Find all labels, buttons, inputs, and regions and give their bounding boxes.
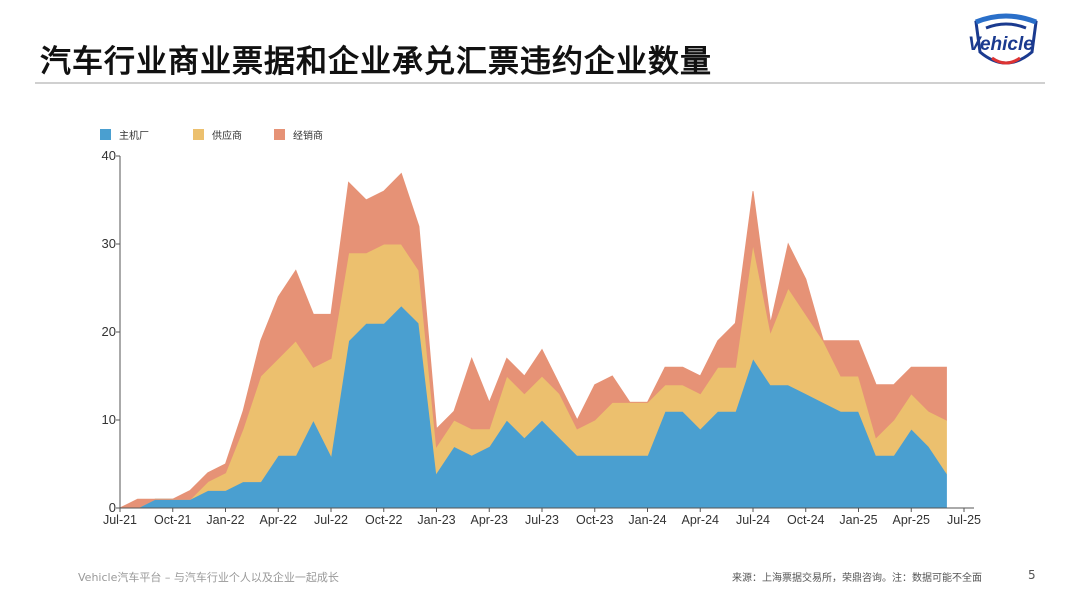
y-tick-label: 40: [102, 148, 116, 163]
y-tick-label: 0: [109, 500, 116, 515]
title-divider: [35, 82, 1045, 84]
legend-label-oem: 主机厂: [119, 131, 149, 142]
x-tick-label: Jul-21: [103, 513, 137, 527]
legend-item-dealer: 经销商: [274, 127, 323, 142]
footer-source: 来源：上海票据交易所，荣鼎咨询。注：数据可能不全面: [732, 573, 982, 584]
x-tick-label: Apr-22: [259, 513, 297, 527]
x-tick-label: Oct-22: [365, 513, 403, 527]
legend-swatch-oem: [100, 129, 111, 140]
x-tick-label: Jan-25: [839, 513, 877, 527]
x-tick-label: Oct-21: [154, 513, 192, 527]
vehicle-logo: [974, 13, 1038, 65]
x-tick-label: Jan-23: [417, 513, 455, 527]
legend-swatch-dealer: [274, 129, 285, 140]
legend-item-oem: 主机厂: [100, 127, 149, 142]
logo-text: Vehicle: [968, 34, 1034, 55]
legend-label-dealer: 经销商: [293, 131, 323, 142]
x-tick-label: Jul-25: [947, 513, 981, 527]
legend-swatch-supplier: [193, 129, 204, 140]
x-tick-label: Jan-24: [628, 513, 666, 527]
x-tick-label: Jul-23: [525, 513, 559, 527]
x-tick-label: Jul-24: [736, 513, 770, 527]
x-tick-label: Jan-22: [206, 513, 244, 527]
x-tick-label: Apr-25: [892, 513, 930, 527]
x-tick-label: Apr-24: [681, 513, 719, 527]
page-number: 5: [1028, 568, 1036, 582]
x-tick-label: Oct-23: [576, 513, 614, 527]
x-tick-label: Oct-24: [787, 513, 825, 527]
chart-legend: 主机厂 供应商 经销商: [100, 127, 323, 142]
legend-item-supplier: 供应商: [193, 127, 242, 142]
y-tick-label: 20: [102, 324, 116, 339]
footer-tagline: Vehicle汽车平台 – 与汽车行业个人以及企业一起成长: [78, 571, 339, 584]
y-tick-label: 10: [102, 412, 116, 427]
x-tick-label: Jul-22: [314, 513, 348, 527]
page-title: 汽车行业商业票据和企业承兑汇票违约企业数量: [40, 44, 712, 80]
y-tick-label: 30: [102, 236, 116, 251]
x-tick-label: Apr-23: [470, 513, 508, 527]
area-series-2: [119, 172, 947, 509]
legend-label-supplier: 供应商: [212, 131, 242, 142]
